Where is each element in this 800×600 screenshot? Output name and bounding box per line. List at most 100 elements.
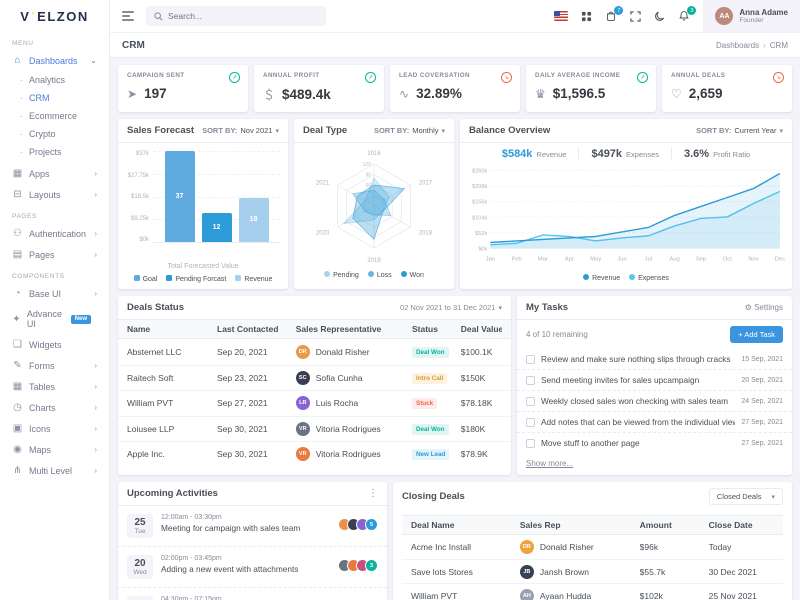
- sidebar-item[interactable]: ◉ Maps ›: [0, 439, 109, 460]
- task-checkbox[interactable]: [526, 354, 535, 364]
- table-row[interactable]: Save lots Stores JB Jansh Brown $55.7k 3…: [402, 559, 783, 583]
- deal-name: Acme Inc Install: [411, 542, 471, 552]
- page-title: CRM: [122, 39, 145, 51]
- table-row[interactable]: Loiusee LLP Sep 30, 2021 VR Vitoria Rodr…: [118, 415, 511, 442]
- stat-icon: ♛: [535, 86, 546, 101]
- svg-text:Jan: Jan: [486, 257, 495, 263]
- task-checkbox[interactable]: [526, 417, 535, 427]
- user-avatar: AA: [715, 7, 734, 25]
- more-count-badge: 5: [365, 518, 378, 531]
- sort-by-dropdown[interactable]: SORT BY: Current Year: [696, 126, 783, 135]
- svg-text:$208k: $208k: [472, 184, 487, 190]
- area-chart-legend: Revenue Expenses: [460, 271, 792, 288]
- card-title: My Tasks: [526, 302, 569, 313]
- activity-title: Meeting for campaign with sales team: [161, 523, 301, 533]
- task-item: Add notes that can be viewed from the in…: [517, 411, 792, 432]
- app-logo[interactable]: V ◦ ELZON: [20, 8, 89, 24]
- menu-icon: ◉: [13, 444, 22, 455]
- svg-text:$260k: $260k: [472, 168, 487, 174]
- sidebar-item[interactable]: ✦ Advance UI New: [0, 304, 109, 334]
- rep-avatar: DR: [519, 540, 534, 554]
- activity-item[interactable]: 25 Tue 12:00am - 03:30pm Meeting for cam…: [118, 506, 387, 546]
- sidebar-section-pages: PAGES: [12, 213, 37, 220]
- sidebar-item[interactable]: ⚇ Authentication: [0, 223, 109, 244]
- sidebar-item[interactable]: ✎ Forms ›: [0, 355, 109, 376]
- sidebar-item[interactable]: ▤ Pages: [0, 244, 109, 265]
- svg-text:2020: 2020: [316, 231, 330, 237]
- settings-gear-icon[interactable]: Settings: [745, 303, 783, 312]
- topbar: 7 3 AA Anna Adame Founder: [110, 0, 800, 32]
- sidebar-item[interactable]: ▦ Tables ›: [0, 376, 109, 397]
- radar-chart-legend: Pending Loss Won: [324, 268, 424, 285]
- sidebar-item[interactable]: ❏ Widgets: [0, 334, 109, 355]
- trend-indicator-icon: [365, 72, 376, 83]
- table-row[interactable]: William PVT AH Ayaan Hudda $102k 25 Nov …: [402, 583, 783, 600]
- deal-name: Absternet LLC: [127, 346, 182, 357]
- sidebar-item[interactable]: ⋔ Multi Level ›: [0, 460, 109, 481]
- sidebar-item[interactable]: ◔ Base UI ›: [0, 283, 109, 304]
- trend-indicator-icon: [501, 72, 512, 83]
- dashboards-submenu: Analytics CRM Ecommerce Crypto Projects: [0, 71, 109, 163]
- sidebar-item[interactable]: ⊟ Layouts: [0, 184, 109, 205]
- sidebar-item-projects[interactable]: Projects: [0, 143, 109, 161]
- apps-grid-icon[interactable]: [581, 11, 592, 22]
- deals-filter-select[interactable]: Closed Deals: [708, 488, 783, 505]
- sidebar-item-label: Apps: [29, 168, 50, 179]
- status-badge: New Lead: [412, 449, 450, 461]
- chevron-right-icon: [94, 229, 97, 238]
- hamburger-menu-icon[interactable]: [120, 7, 136, 25]
- search-box[interactable]: [146, 6, 326, 26]
- sort-by-dropdown[interactable]: SORT BY: Monthly: [374, 126, 445, 135]
- table-row[interactable]: Absternet LLC Sep 20, 2021 DR Donald Ris…: [118, 339, 511, 365]
- svg-text:Oct: Oct: [723, 257, 732, 263]
- add-task-button[interactable]: Add Task: [730, 326, 783, 343]
- stat-card: DAILY AVERAGE INCOME ♛ $1,596.5: [526, 65, 656, 112]
- search-input[interactable]: [168, 11, 318, 21]
- task-text: Send meeting invites for sales upcampaig…: [541, 375, 700, 385]
- revenue-total: $584k: [501, 148, 533, 160]
- sidebar-item-dashboards[interactable]: ⌂ Dashboards: [0, 50, 109, 71]
- status-badge: Stuck: [412, 398, 438, 410]
- svg-text:2019: 2019: [367, 258, 381, 263]
- sidebar-item-crypto[interactable]: Crypto: [0, 125, 109, 143]
- cart-icon[interactable]: 7: [605, 6, 624, 22]
- activity-item[interactable]: 17 Wed 04:30pm - 07:15pm Create new proj…: [118, 587, 387, 600]
- table-row[interactable]: Acme Inc Install DR Donald Risher $96k T…: [402, 535, 783, 559]
- date-range-dropdown[interactable]: 02 Nov 2021 to 31 Dec 2021: [400, 303, 502, 312]
- sidebar-item-label: Tables: [29, 381, 56, 392]
- table-row[interactable]: William PVT Sep 27, 2021 LR Luis Rocha S…: [118, 390, 511, 416]
- sidebar-item-ecommerce[interactable]: Ecommerce: [0, 107, 109, 125]
- activity-item[interactable]: 20 Wed 02:00pm - 03:45pm Adding a new ev…: [118, 546, 387, 587]
- user-menu[interactable]: AA Anna Adame Founder: [703, 0, 800, 32]
- language-flag-icon[interactable]: [554, 11, 569, 21]
- sidebar-item[interactable]: ▣ Icons ›: [0, 418, 109, 439]
- sidebar-item[interactable]: ◷ Charts ›: [0, 397, 109, 418]
- task-checkbox[interactable]: [526, 438, 535, 448]
- activity-date-box: 25 Tue: [127, 514, 153, 538]
- rep-name: Donald Risher: [539, 542, 594, 552]
- task-checkbox[interactable]: [526, 375, 535, 385]
- sidebar-item-analytics[interactable]: Analytics: [0, 71, 109, 89]
- fullscreen-icon[interactable]: [630, 10, 642, 22]
- menu-icon: ⊟: [13, 189, 22, 200]
- card-title: Deal Type: [303, 125, 348, 136]
- chevron-down-icon: [90, 56, 97, 65]
- show-more-link[interactable]: Show more...: [526, 459, 574, 468]
- breadcrumb-root[interactable]: Dashboards: [715, 40, 760, 50]
- more-options-icon[interactable]: [368, 488, 378, 499]
- dark-mode-moon-icon[interactable]: [654, 11, 665, 22]
- deal-amount: $55.7k: [639, 566, 666, 577]
- task-item: Weekly closed sales won checking with sa…: [517, 390, 792, 411]
- task-checkbox[interactable]: [526, 396, 535, 406]
- sidebar-item[interactable]: ▦ Apps: [0, 163, 109, 184]
- table-row[interactable]: Raitech Soft Sep 23, 2021 SC Sofia Cunha…: [118, 364, 511, 391]
- notifications-bell-icon[interactable]: 3: [678, 6, 697, 22]
- table-row[interactable]: Apple Inc. Sep 30, 2021 VR Vitoria Rodri…: [118, 441, 511, 467]
- chevron-right-icon: ›: [94, 445, 97, 454]
- svg-text:60: 60: [365, 183, 371, 189]
- sort-by-dropdown[interactable]: SORT BY: Nov 2021: [202, 126, 279, 135]
- svg-text:Nov: Nov: [748, 257, 758, 263]
- stat-card: ANNUAL DEALS ♡ 2,659: [662, 65, 792, 112]
- breadcrumb: Dashboards › CRM: [716, 41, 788, 50]
- sidebar-item-crm[interactable]: CRM: [0, 89, 109, 107]
